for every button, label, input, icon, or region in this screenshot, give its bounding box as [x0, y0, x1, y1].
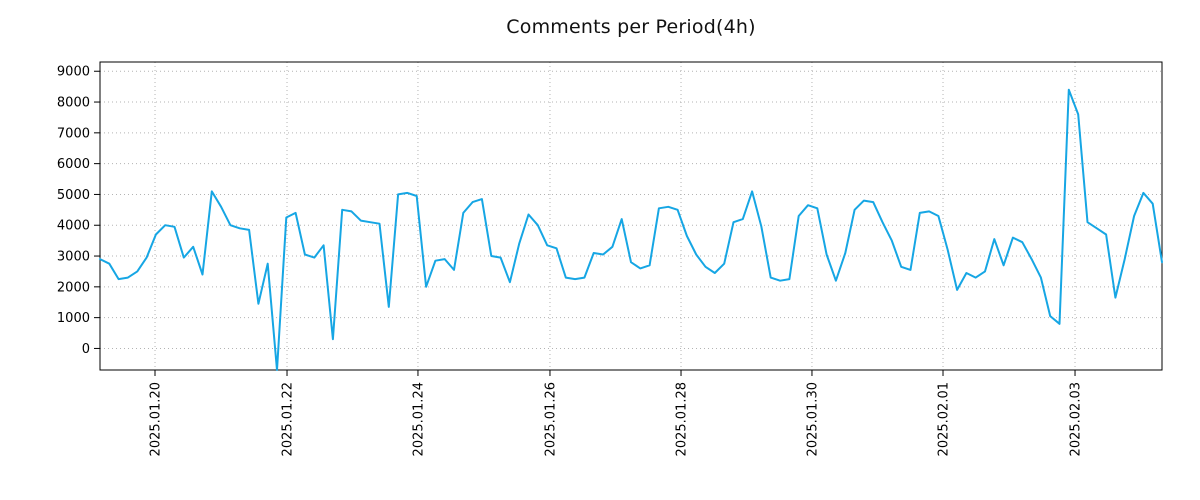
- x-tick-label: 2025.02.03: [1069, 382, 1084, 456]
- y-tick-label: 3000: [57, 250, 90, 265]
- y-tick-label: 0: [82, 342, 90, 357]
- x-tick-label: 2025.01.24: [411, 382, 426, 456]
- x-tick-label: 2025.01.26: [543, 382, 558, 456]
- x-tick-label: 2025.01.28: [675, 382, 690, 456]
- y-tick-label: 2000: [57, 280, 90, 295]
- chart-title: Comments per Period(4h): [506, 16, 756, 38]
- y-tick-label: 6000: [57, 157, 90, 172]
- x-tick-label: 2025.01.22: [281, 382, 296, 456]
- x-tick-label: 2025.02.01: [937, 382, 952, 456]
- data-line: [99, 88, 1163, 371]
- x-tick-label: 2025.01.30: [805, 382, 820, 456]
- y-tick-label: 1000: [57, 311, 90, 326]
- plot-border: [99, 61, 1163, 371]
- y-tick-label: 8000: [57, 96, 90, 111]
- x-tick-label: 2025.01.20: [149, 382, 164, 456]
- y-tick-label: 4000: [57, 219, 90, 234]
- y-tick-label: 9000: [57, 65, 90, 80]
- y-tick-label: 5000: [57, 188, 90, 203]
- y-tick-label: 7000: [57, 126, 90, 141]
